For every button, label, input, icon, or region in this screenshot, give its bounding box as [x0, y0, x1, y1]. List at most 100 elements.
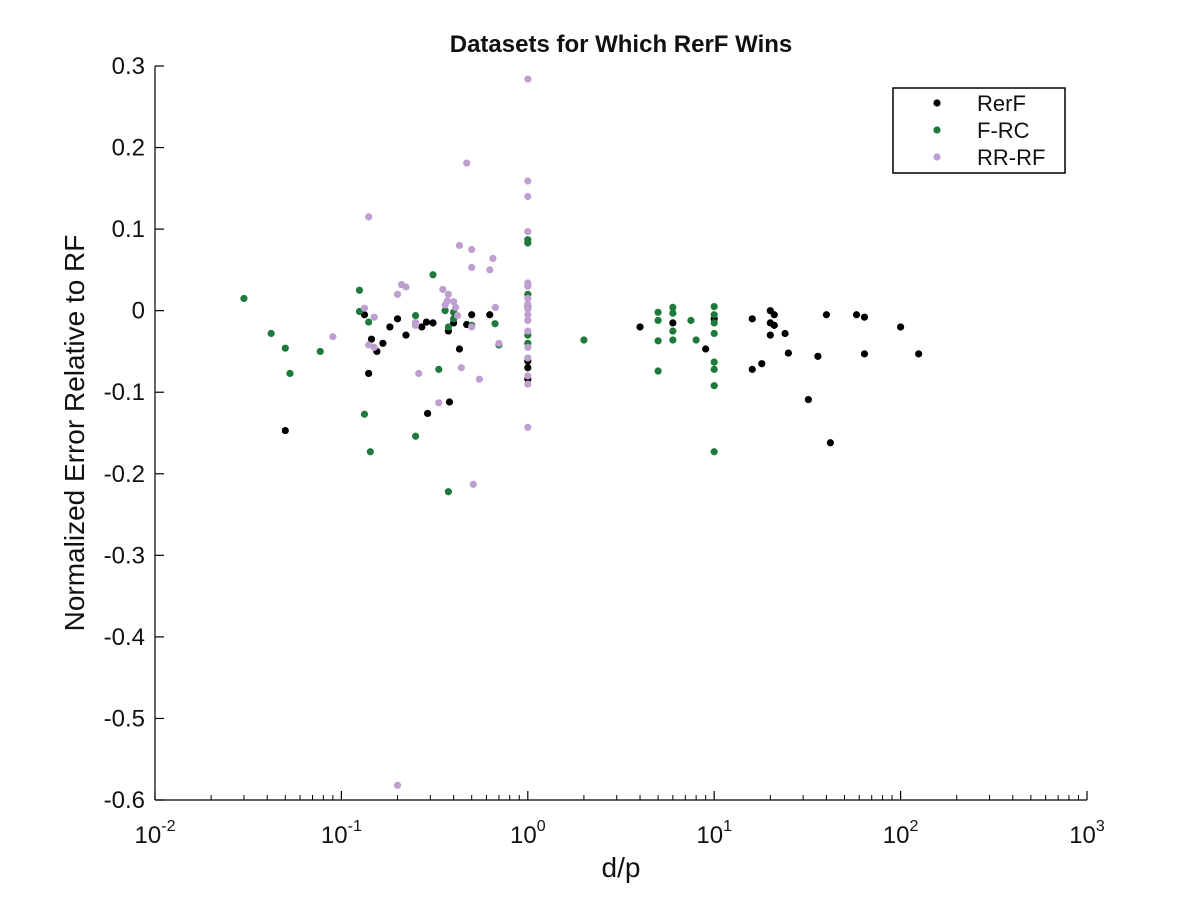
data-point	[370, 343, 378, 351]
y-tick-label: -0.6	[104, 787, 145, 814]
data-point	[415, 369, 423, 378]
data-point	[286, 369, 294, 378]
legend-box	[892, 87, 1066, 174]
legend-label: F-RC	[977, 118, 1030, 143]
data-point	[524, 227, 532, 236]
data-point	[748, 315, 756, 323]
y-tick-label: 0	[132, 298, 145, 325]
data-point	[386, 323, 394, 331]
data-point	[411, 321, 420, 329]
data-point	[524, 354, 532, 362]
data-point	[524, 177, 532, 185]
data-point	[770, 311, 778, 319]
data-point	[360, 410, 369, 418]
data-point	[469, 480, 477, 488]
data-point	[365, 369, 373, 378]
data-point	[804, 395, 812, 404]
y-tick-label: -0.5	[104, 705, 145, 732]
data-point	[411, 432, 420, 440]
data-point	[654, 316, 662, 325]
data-point	[441, 307, 449, 315]
data-point	[435, 399, 443, 407]
data-point	[758, 360, 766, 368]
data-point	[524, 364, 532, 372]
data-point	[367, 335, 376, 343]
data-point	[654, 367, 662, 375]
data-point	[422, 318, 431, 326]
data-point	[402, 283, 410, 291]
data-point	[435, 365, 443, 373]
data-point	[453, 311, 462, 320]
data-point	[692, 336, 700, 344]
data-point	[267, 329, 275, 338]
legend-label: RR-RF	[977, 145, 1045, 170]
data-points	[240, 75, 923, 789]
data-point	[814, 352, 822, 360]
data-point	[826, 439, 834, 447]
data-point	[393, 290, 402, 298]
data-point	[524, 372, 532, 380]
data-point	[748, 365, 756, 373]
data-point	[495, 339, 503, 347]
data-point	[281, 344, 289, 352]
data-point	[457, 364, 465, 372]
y-tick-label: -0.2	[104, 461, 145, 488]
data-point	[669, 309, 677, 317]
data-point	[710, 319, 718, 327]
x-tick-label: 101	[696, 818, 732, 849]
data-point	[524, 316, 532, 325]
data-point	[524, 192, 532, 201]
x-tick-label: 10-2	[135, 818, 176, 849]
series-rerf	[281, 307, 923, 447]
data-point	[281, 426, 289, 435]
data-point	[860, 350, 869, 358]
data-point	[365, 213, 373, 221]
data-point	[468, 263, 476, 272]
data-point	[360, 304, 369, 312]
data-point	[710, 358, 718, 366]
data-point	[429, 271, 437, 279]
data-point	[710, 302, 718, 311]
data-point	[669, 327, 677, 335]
data-point	[669, 336, 677, 344]
data-point	[781, 329, 789, 338]
data-point	[452, 303, 460, 312]
y-tick-label: -0.1	[104, 379, 145, 406]
data-point	[439, 285, 447, 294]
series-rr-rf	[329, 75, 532, 789]
data-point	[393, 315, 402, 323]
data-point	[822, 311, 831, 319]
series-f-rc	[240, 236, 718, 496]
data-point	[365, 341, 373, 349]
data-point	[766, 331, 774, 339]
data-point	[443, 297, 451, 305]
x-tick-label: 10-1	[321, 818, 362, 849]
data-point	[468, 245, 476, 254]
legend-marker	[933, 153, 941, 161]
data-point	[524, 305, 532, 313]
y-tick-label: 0.3	[112, 53, 145, 80]
data-point	[784, 349, 792, 357]
data-point	[455, 345, 464, 353]
data-point	[475, 375, 484, 383]
data-point	[669, 319, 677, 327]
data-point	[524, 380, 532, 388]
data-point	[486, 311, 494, 319]
data-point	[379, 339, 387, 347]
data-point	[455, 241, 464, 250]
data-point	[710, 382, 718, 390]
data-point	[418, 323, 426, 331]
x-axis-label: d/p	[602, 852, 641, 883]
legend-marker	[933, 126, 941, 134]
data-point	[524, 239, 532, 247]
data-point	[444, 488, 452, 496]
data-point	[444, 290, 452, 298]
data-point	[444, 323, 452, 331]
data-point	[450, 298, 458, 306]
data-point	[770, 321, 778, 329]
legend-marker	[933, 99, 941, 107]
data-point	[316, 347, 324, 356]
y-tick-label: -0.3	[104, 542, 145, 569]
